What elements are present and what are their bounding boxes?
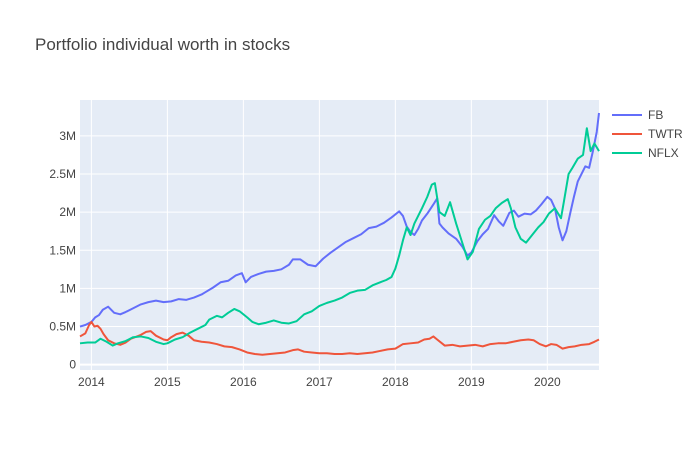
legend-label-twtr[interactable]: TWTR: [648, 127, 683, 141]
y-tick-label: 1M: [59, 281, 76, 295]
legend[interactable]: FB TWTR NFLX: [612, 108, 683, 160]
x-tick-label: 2018: [382, 375, 409, 389]
chart-title: Portfolio individual worth in stocks: [35, 35, 290, 54]
legend-label-fb[interactable]: FB: [648, 108, 663, 122]
y-tick-label: 2.5M: [49, 167, 76, 181]
x-axis-ticks: 2014 2015 2016 2017 2018 2019 2020: [78, 375, 561, 389]
y-tick-label: 0: [69, 358, 76, 372]
x-tick-label: 2015: [154, 375, 181, 389]
y-tick-label: 3M: [59, 129, 76, 143]
y-tick-label: 1.5M: [49, 243, 76, 257]
series-line-fb: [79, 112, 600, 328]
x-tick-label: 2017: [306, 375, 333, 389]
y-axis-ticks: 0 0.5M 1M 1.5M 2M 2.5M 3M: [49, 129, 76, 372]
y-tick-label: 2M: [59, 205, 76, 219]
y-tick-label: 0.5M: [49, 320, 76, 334]
series-line-nflx: [79, 127, 600, 347]
x-tick-label: 2019: [458, 375, 485, 389]
x-tick-label: 2016: [230, 375, 257, 389]
series-line-twtr: [79, 320, 600, 356]
legend-label-nflx[interactable]: NFLX: [648, 146, 679, 160]
x-tick-label: 2020: [534, 375, 561, 389]
grid: [80, 100, 599, 370]
plot-area: [80, 100, 599, 370]
x-tick-label: 2014: [78, 375, 105, 389]
series-lines: [79, 112, 600, 356]
